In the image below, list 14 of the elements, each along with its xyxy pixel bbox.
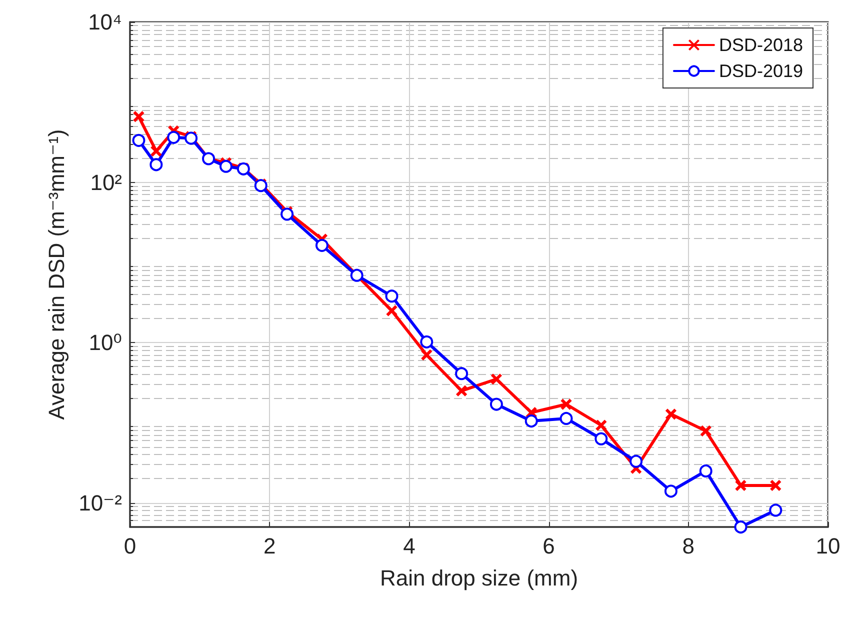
- x-axis-title: Rain drop size (mm): [380, 566, 578, 590]
- y-axis-title: Average rain DSD (m⁻³mm⁻¹): [44, 129, 70, 420]
- legend-label: DSD-2018: [718, 35, 804, 55]
- y-tick-label: 10⁻²: [78, 490, 122, 516]
- x-tick-label: 6: [542, 534, 555, 558]
- y-tick-label: 10²: [90, 170, 122, 195]
- legend-label: DSD-2019: [718, 61, 804, 81]
- x-tick-label: 4: [403, 534, 416, 558]
- x-tick-label: 0: [124, 534, 136, 558]
- y-tick-label: 10⁴: [88, 10, 122, 34]
- x-tick-label: 8: [682, 534, 695, 558]
- x-tick-label: 2: [263, 534, 276, 558]
- y-tick-label: 10⁰: [88, 330, 122, 356]
- x-tick-label: 10: [816, 534, 840, 558]
